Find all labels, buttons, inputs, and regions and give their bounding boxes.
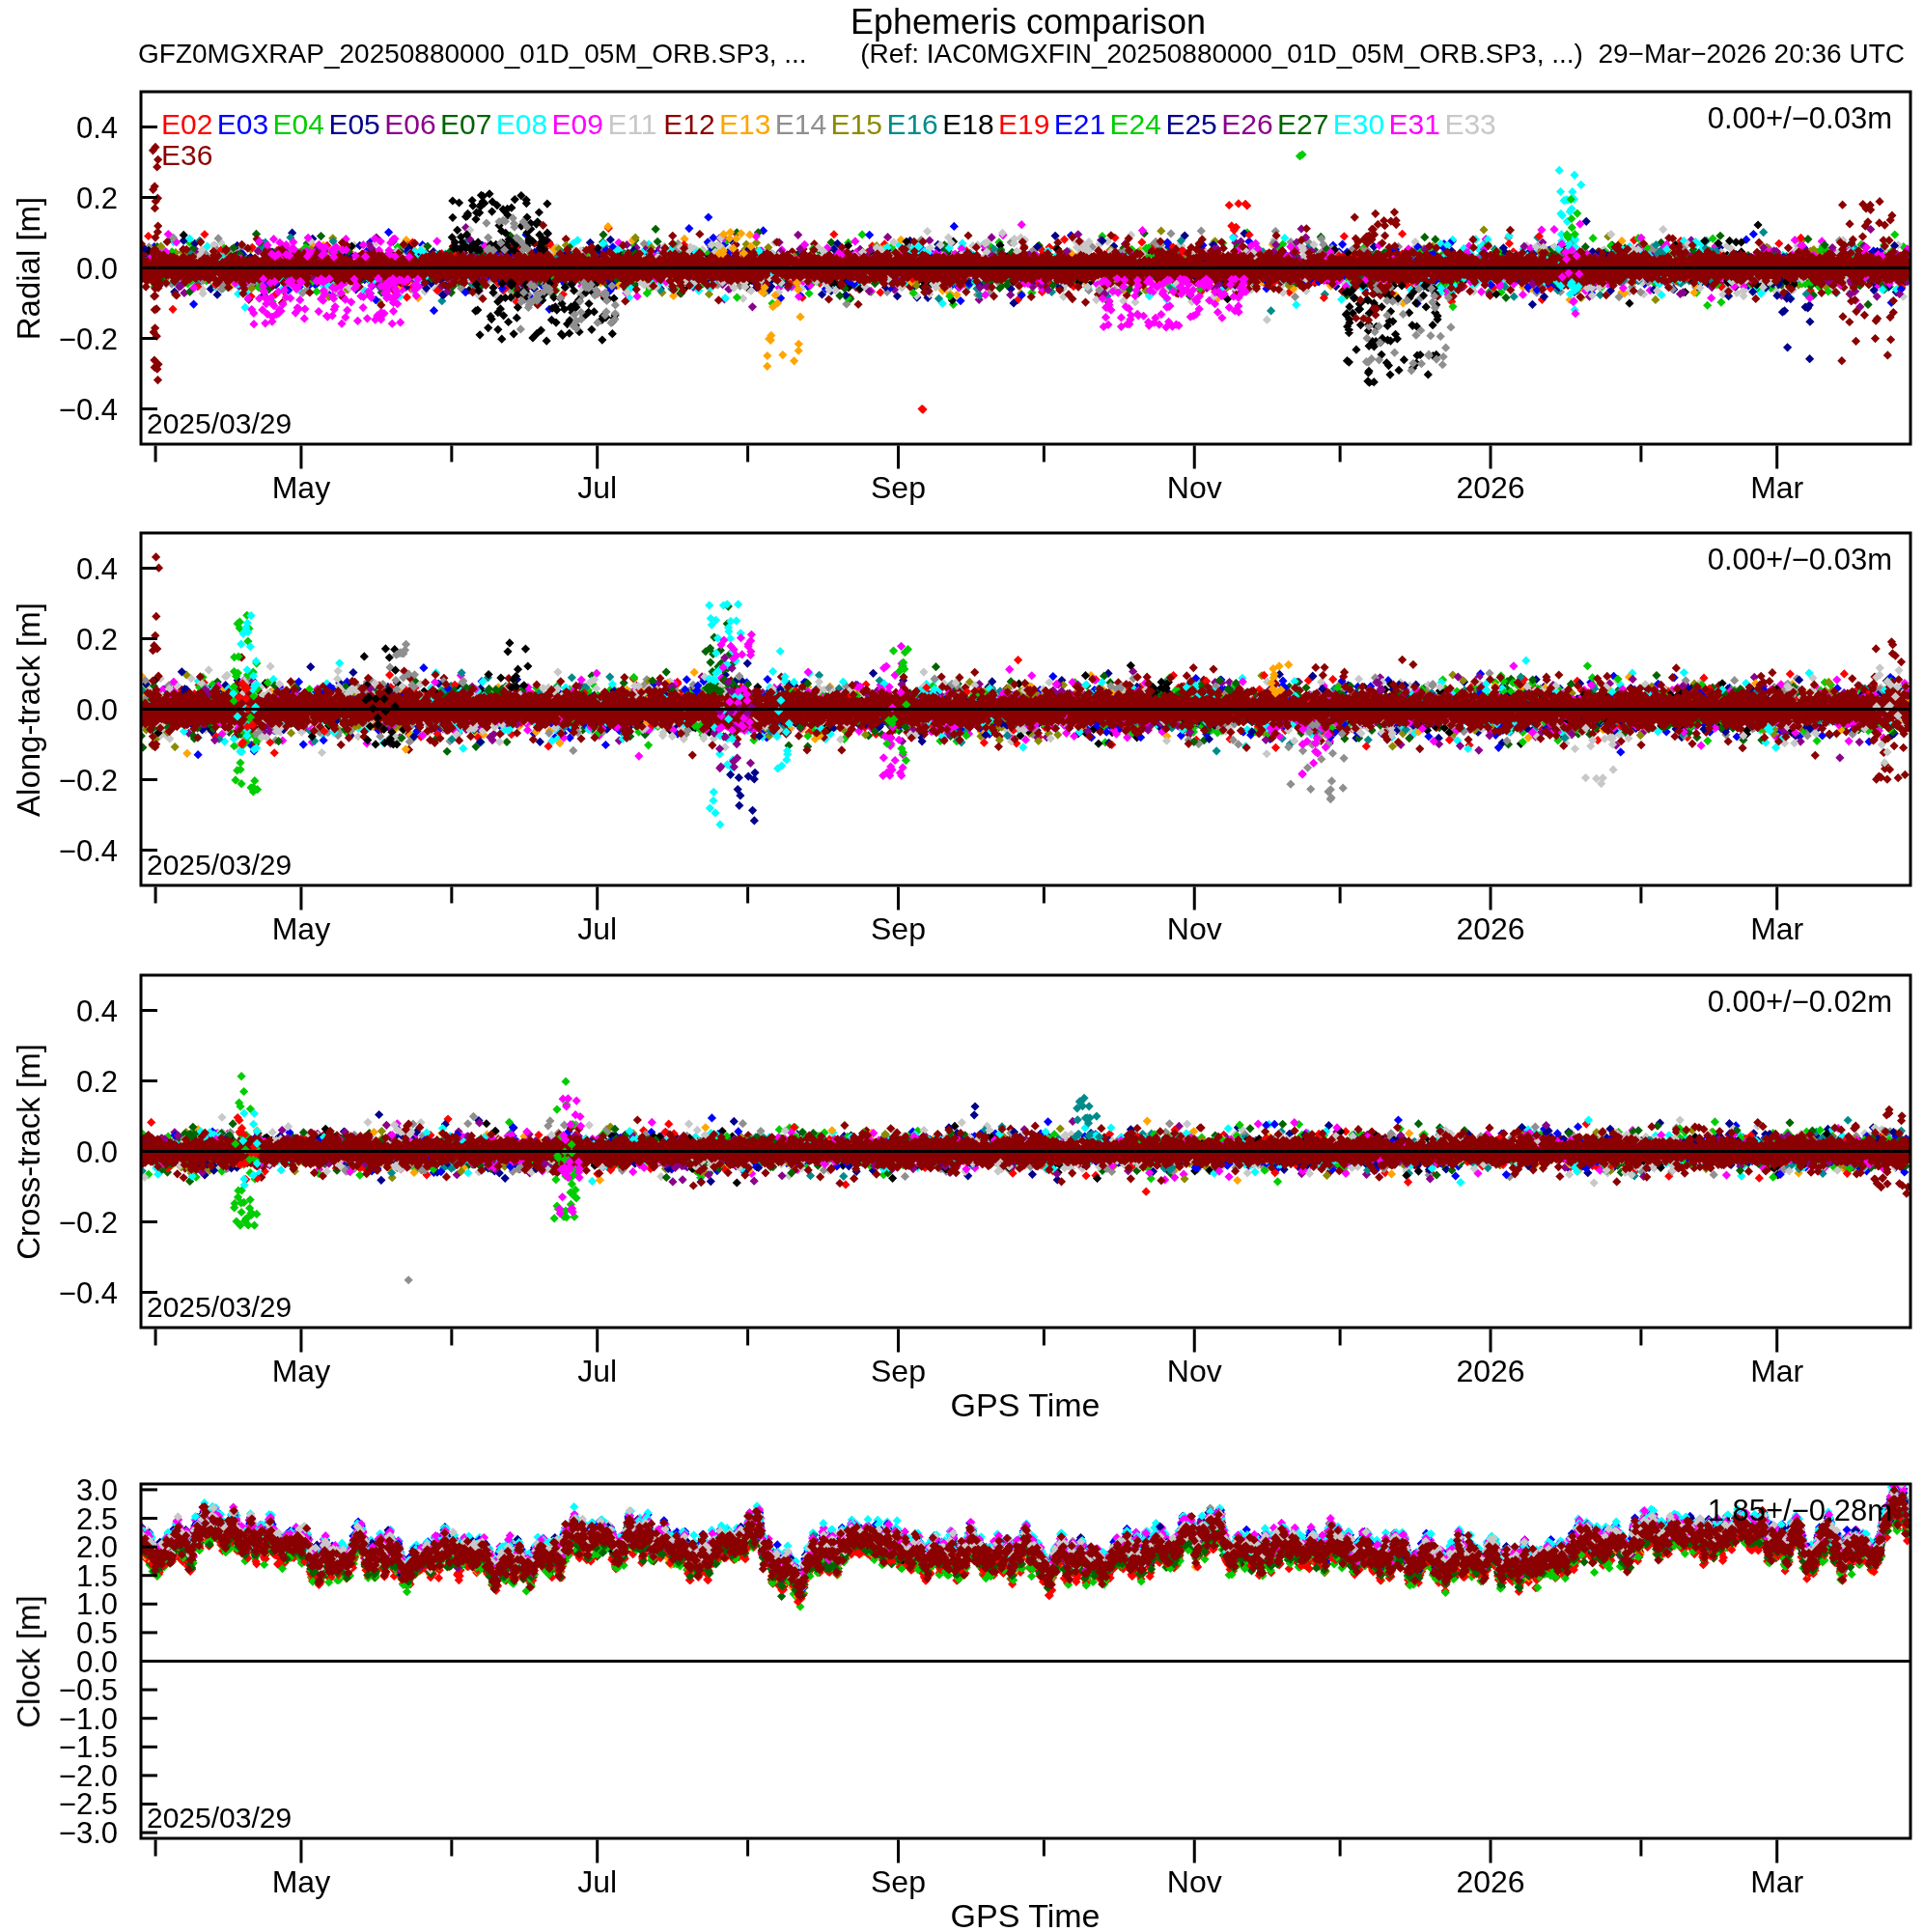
ytick-label-along-track-0.4: 0.4 (0, 552, 118, 587)
along-track-stat-annotation: 0.00+/−0.03m (1708, 543, 1892, 577)
plot-canvas (0, 0, 1924, 1932)
legend-item-E09: E09 (552, 108, 603, 141)
legend-item-E36: E36 (161, 139, 212, 172)
xtick-label-radial-May: May (234, 470, 369, 506)
xtick-label-along-track-May: May (234, 911, 369, 947)
legend-item-E21: E21 (1054, 108, 1105, 141)
xtick-label-radial-Jul: Jul (530, 470, 665, 506)
ytick-label-along-track-−0.2: −0.2 (0, 764, 118, 798)
xtick-label-radial-Nov: Nov (1127, 470, 1262, 506)
cross-track-start-date: 2025/03/29 (147, 1291, 292, 1324)
xtick-label-clock-Nov: Nov (1127, 1864, 1262, 1900)
legend-item-E26: E26 (1221, 108, 1272, 141)
xtick-label-radial-2026: 2026 (1423, 470, 1558, 506)
xtick-label-clock-May: May (234, 1864, 369, 1900)
legend-item-E11: E11 (607, 108, 656, 141)
clock-stat-annotation: 1.85+/−0.28m (1708, 1494, 1892, 1528)
gps-time-axis-label-clock: GPS Time (951, 1897, 1101, 1932)
legend-item-E14: E14 (775, 108, 826, 141)
reference-file-and-timestamp: (Ref: IAC0MGXFIN_20250880000_01D_05M_ORB… (860, 39, 1905, 70)
legend-item-E12: E12 (663, 108, 714, 141)
xtick-label-along-track-Nov: Nov (1127, 911, 1262, 947)
ytick-label-radial-0.4: 0.4 (0, 111, 118, 146)
xtick-label-cross-track-Nov: Nov (1127, 1354, 1262, 1389)
gps-time-axis-label-orbit: GPS Time (951, 1386, 1101, 1424)
ytick-label-cross-track-−0.2: −0.2 (0, 1206, 118, 1241)
legend-item-E16: E16 (886, 108, 937, 141)
legend-item-E13: E13 (719, 108, 770, 141)
legend-item-E15: E15 (831, 108, 882, 141)
ytick-label-cross-track-−0.4: −0.4 (0, 1276, 118, 1311)
legend-item-E05: E05 (328, 108, 379, 141)
along-track-start-date: 2025/03/29 (147, 849, 292, 882)
ytick-label-clock-−3.0: −3.0 (0, 1816, 118, 1851)
clock-start-date: 2025/03/29 (147, 1802, 292, 1834)
xtick-label-clock-2026: 2026 (1423, 1864, 1558, 1900)
ephemeris-comparison-figure: Ephemeris comparison GFZ0MGXRAP_20250880… (0, 0, 1924, 1932)
ytick-label-cross-track-0.0: 0.0 (0, 1135, 118, 1170)
xtick-label-radial-Mar: Mar (1710, 470, 1845, 506)
xtick-label-radial-Sep: Sep (830, 470, 965, 506)
ytick-label-along-track-0.2: 0.2 (0, 623, 118, 658)
ytick-label-radial-−0.4: −0.4 (0, 393, 118, 428)
ytick-label-along-track-0.0: 0.0 (0, 693, 118, 728)
radial-stat-annotation: 0.00+/−0.03m (1708, 101, 1892, 136)
xtick-label-cross-track-Jul: Jul (530, 1354, 665, 1389)
xtick-label-along-track-Jul: Jul (530, 911, 665, 947)
ytick-label-cross-track-0.4: 0.4 (0, 994, 118, 1029)
figure-title: Ephemeris comparison (850, 2, 1206, 42)
compared-file-label: GFZ0MGXRAP_20250880000_01D_05M_ORB.SP3, … (138, 39, 807, 70)
ytick-label-cross-track-0.2: 0.2 (0, 1065, 118, 1100)
legend-item-E30: E30 (1333, 108, 1384, 141)
ytick-label-radial-−0.2: −0.2 (0, 322, 118, 357)
xtick-label-cross-track-May: May (234, 1354, 369, 1389)
xtick-label-along-track-Sep: Sep (830, 911, 965, 947)
xtick-label-clock-Mar: Mar (1710, 1864, 1845, 1900)
xtick-label-along-track-Mar: Mar (1710, 911, 1845, 947)
ytick-label-radial-0.2: 0.2 (0, 182, 118, 216)
legend-item-E07: E07 (440, 108, 491, 141)
legend-item-E08: E08 (496, 108, 547, 141)
xtick-label-clock-Jul: Jul (530, 1864, 665, 1900)
legend-item-E19: E19 (998, 108, 1049, 141)
legend-item-E04: E04 (273, 108, 324, 141)
legend-item-E24: E24 (1110, 108, 1161, 141)
ytick-label-radial-0.0: 0.0 (0, 252, 118, 287)
ytick-label-along-track-−0.4: −0.4 (0, 834, 118, 869)
legend-item-E02: E02 (161, 108, 212, 141)
xtick-label-cross-track-Mar: Mar (1710, 1354, 1845, 1389)
legend-item-E33: E33 (1444, 108, 1495, 141)
legend-item-E03: E03 (217, 108, 268, 141)
cross-track-stat-annotation: 0.00+/−0.02m (1708, 985, 1892, 1020)
xtick-label-cross-track-Sep: Sep (830, 1354, 965, 1389)
legend-item-E27: E27 (1277, 108, 1328, 141)
plot-timestamp: 29−Mar−2026 20:36 UTC (1598, 39, 1905, 69)
xtick-label-along-track-2026: 2026 (1423, 911, 1558, 947)
xtick-label-cross-track-2026: 2026 (1423, 1354, 1558, 1389)
legend-item-E18: E18 (942, 108, 993, 141)
legend-item-E31: E31 (1389, 108, 1440, 141)
legend-item-E25: E25 (1165, 108, 1216, 141)
legend-item-E06: E06 (384, 108, 435, 141)
radial-start-date: 2025/03/29 (147, 407, 292, 440)
reference-file-label: (Ref: IAC0MGXFIN_20250880000_01D_05M_ORB… (860, 39, 1583, 69)
xtick-label-clock-Sep: Sep (830, 1864, 965, 1900)
